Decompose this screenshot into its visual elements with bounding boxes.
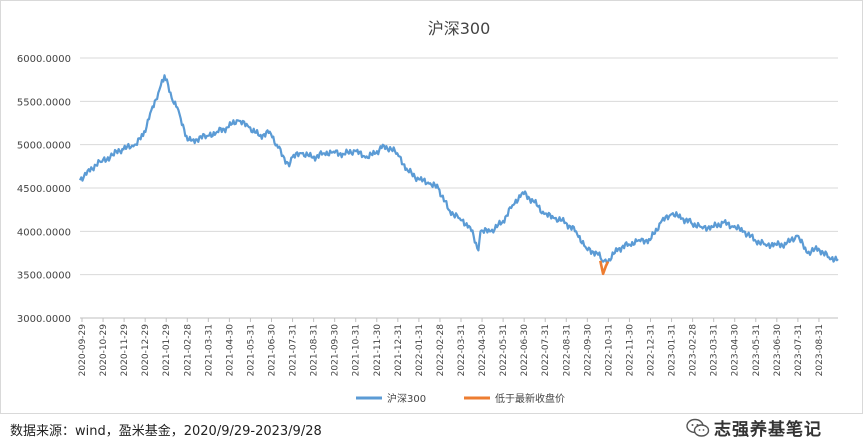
x-tick-label: 2022-10-31	[604, 324, 614, 376]
x-tick-label: 2021-05-31	[246, 324, 256, 376]
x-tick-label: 2021-11-30	[373, 324, 383, 377]
x-tick-label: 2021-07-31	[289, 324, 299, 376]
y-tick-label: 6000.0000	[17, 54, 71, 65]
x-tick-label: 2022-03-31	[457, 324, 467, 376]
y-tick-label: 3000.0000	[17, 314, 71, 325]
x-tick-label: 2022-04-30	[478, 324, 488, 377]
legend-label: 低于最新收盘价	[495, 392, 565, 405]
wechat-icon	[686, 418, 710, 437]
x-tick-label: 2021-01-29	[162, 324, 172, 377]
watermark-text: 志强养基笔记	[714, 420, 822, 440]
x-tick-label: 2023-02-28	[689, 324, 699, 377]
x-tick-label: 2023-05-31	[752, 324, 762, 376]
watermark: 志强养基笔记	[686, 415, 822, 440]
x-tick-label: 2022-06-30	[520, 324, 530, 377]
x-tick-label: 2021-03-31	[204, 324, 214, 376]
x-tick-label: 2020-11-29	[120, 324, 130, 377]
x-tick-label: 2021-09-30	[331, 324, 341, 377]
x-tick-label: 2022-05-31	[499, 324, 509, 376]
data-source-note: 数据来源：wind，盈米基金，2020/9/29-2023/9/28	[10, 424, 322, 439]
y-tick-label: 4500.0000	[17, 184, 71, 195]
x-tick-label: 2021-10-31	[352, 324, 362, 376]
x-tick-label: 2021-12-31	[394, 324, 404, 376]
series-line-hs300	[79, 74, 839, 264]
x-tick-label: 2022-07-31	[541, 324, 551, 376]
x-tick-label: 2020-12-29	[141, 324, 151, 377]
x-tick-label: 2023-01-31	[668, 324, 678, 376]
x-tick-label: 2020-10-29	[99, 324, 109, 377]
x-tick-label: 2022-09-30	[583, 324, 593, 377]
x-tick-label: 2021-06-30	[268, 324, 278, 377]
x-tick-label: 2022-08-31	[562, 324, 572, 376]
x-tick-label: 2021-02-28	[183, 324, 193, 377]
line-chart: 沪深300 3000.0000 3500.0000 4000.0000 4500.000…	[17, 19, 839, 405]
chart-title: 沪深300	[428, 19, 491, 38]
x-tick-label: 2023-06-30	[773, 324, 783, 377]
x-tick-label: 2022-01-31	[415, 324, 425, 376]
x-tick-label: 2023-04-30	[731, 324, 741, 377]
x-tick-label: 2023-08-31	[815, 324, 825, 376]
x-tick-label: 2020-09-29	[78, 324, 88, 377]
x-tick-label: 2021-04-30	[225, 324, 235, 377]
legend-label: 沪深300	[387, 392, 426, 405]
series-line-below-latest	[599, 260, 610, 276]
x-tick-label: 2022-12-31	[647, 324, 657, 376]
x-tick-label: 2021-08-31	[310, 324, 320, 376]
y-tick-label: 4000.0000	[17, 227, 71, 238]
y-tick-label: 3500.0000	[17, 271, 71, 282]
y-tick-label: 5500.0000	[17, 97, 71, 108]
x-tick-label: 2023-03-31	[710, 324, 720, 376]
y-tick-label: 5000.0000	[17, 141, 71, 152]
chart-frame	[0, 0, 863, 414]
x-tick-label: 2023-07-31	[794, 324, 804, 376]
x-tick-label: 2022-11-30	[625, 324, 635, 377]
x-tick-label: 2022-02-28	[436, 324, 446, 377]
